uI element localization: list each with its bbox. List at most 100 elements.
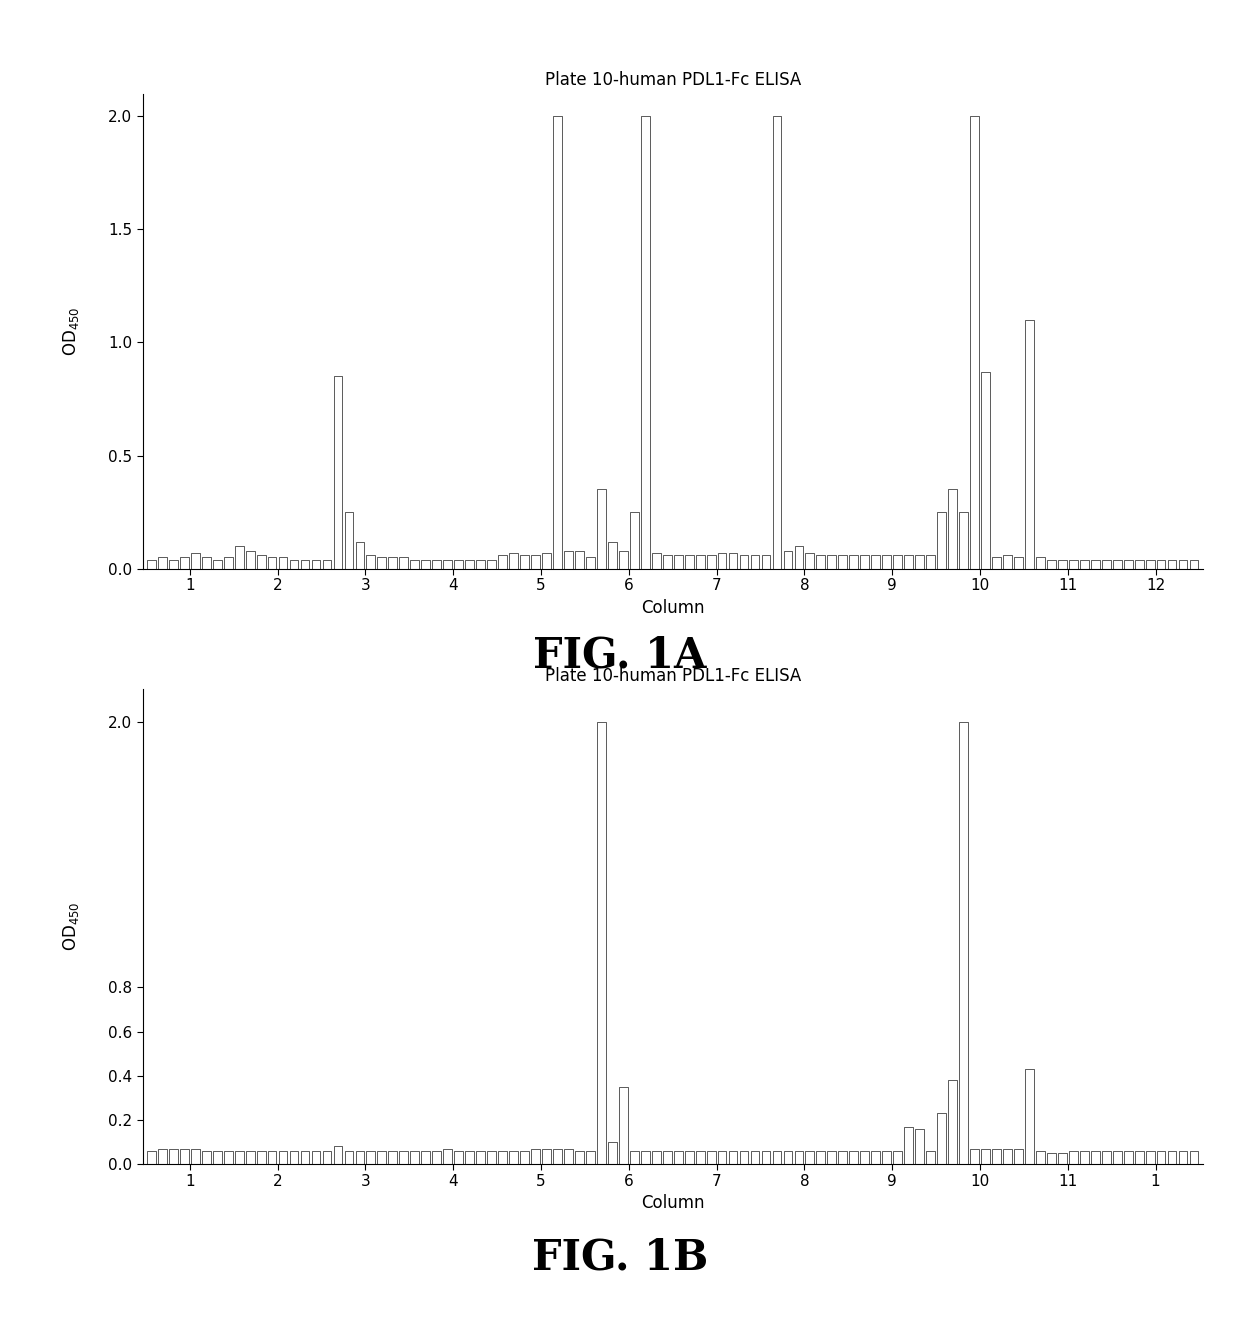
Bar [587,1151,595,1164]
Bar [476,559,485,569]
Bar [279,1151,288,1164]
Bar [608,542,616,569]
Bar [531,1148,539,1164]
Bar [1179,559,1188,569]
Bar [806,1151,815,1164]
Bar [663,1151,672,1164]
Bar [268,558,277,569]
Bar [872,555,880,569]
Bar [630,512,639,569]
Bar [510,1151,518,1164]
Bar [1135,1151,1143,1164]
Bar [279,558,288,569]
Bar [575,1151,584,1164]
Bar [883,555,892,569]
Bar [498,1151,507,1164]
Text: FIG. 1B: FIG. 1B [532,1236,708,1279]
Bar [465,559,474,569]
Bar [213,1151,222,1164]
Bar [773,116,781,569]
Bar [564,1148,573,1164]
Bar [861,555,869,569]
Bar [148,559,156,569]
Bar [937,1113,946,1164]
Bar [334,376,342,569]
Bar [1157,1151,1166,1164]
X-axis label: Column: Column [641,1195,704,1212]
Bar [806,553,815,569]
Title: Plate 10-human PDL1-Fc ELISA: Plate 10-human PDL1-Fc ELISA [544,666,801,685]
Bar [575,550,584,569]
Bar [1123,1151,1132,1164]
Bar [926,1151,935,1164]
Bar [1014,1148,1023,1164]
Bar [1091,1151,1100,1164]
Bar [345,1151,353,1164]
Bar [970,116,978,569]
Bar [433,559,441,569]
Bar [663,555,672,569]
Bar [915,1129,924,1164]
Bar [476,1151,485,1164]
Bar [849,1151,858,1164]
Bar [268,1151,277,1164]
Bar [1157,559,1166,569]
Bar [960,512,968,569]
Bar [311,559,320,569]
Bar [1058,1153,1066,1164]
Bar [542,1148,551,1164]
Bar [696,1151,704,1164]
Bar [399,1151,408,1164]
Bar [367,555,376,569]
Bar [729,553,738,569]
Bar [981,1148,990,1164]
Bar [290,1151,299,1164]
Bar [157,558,166,569]
Bar [619,1086,627,1164]
Bar [520,1151,529,1164]
Bar [1047,559,1055,569]
Bar [180,558,188,569]
Bar [433,1151,441,1164]
Bar [334,1147,342,1164]
Bar [1179,1151,1188,1164]
Bar [761,555,770,569]
Bar [564,550,573,569]
Bar [883,1151,892,1164]
Bar [257,555,265,569]
Bar [893,1151,901,1164]
Bar [410,559,419,569]
Bar [1112,1151,1122,1164]
Bar [1112,559,1122,569]
Bar [838,555,847,569]
Title: Plate 10-human PDL1-Fc ELISA: Plate 10-human PDL1-Fc ELISA [544,71,801,90]
Bar [718,553,727,569]
Bar [311,1151,320,1164]
Bar [234,546,243,569]
Bar [1047,1153,1055,1164]
Bar [816,1151,826,1164]
Bar [893,555,901,569]
Bar [410,1151,419,1164]
Bar [202,558,211,569]
Bar [784,1151,792,1164]
Bar [718,1151,727,1164]
Bar [652,1151,661,1164]
Bar [707,1151,715,1164]
Bar [1168,559,1177,569]
Bar [696,555,704,569]
Bar [377,1151,386,1164]
Bar [356,1151,365,1164]
Bar [707,555,715,569]
Bar [553,116,562,569]
Bar [322,559,331,569]
Bar [795,1151,804,1164]
Bar [992,1148,1001,1164]
Bar [739,555,749,569]
Text: FIG. 1A: FIG. 1A [533,634,707,677]
Bar [202,1151,211,1164]
Bar [926,555,935,569]
Bar [861,1151,869,1164]
Bar [388,1151,397,1164]
Bar [1123,559,1132,569]
